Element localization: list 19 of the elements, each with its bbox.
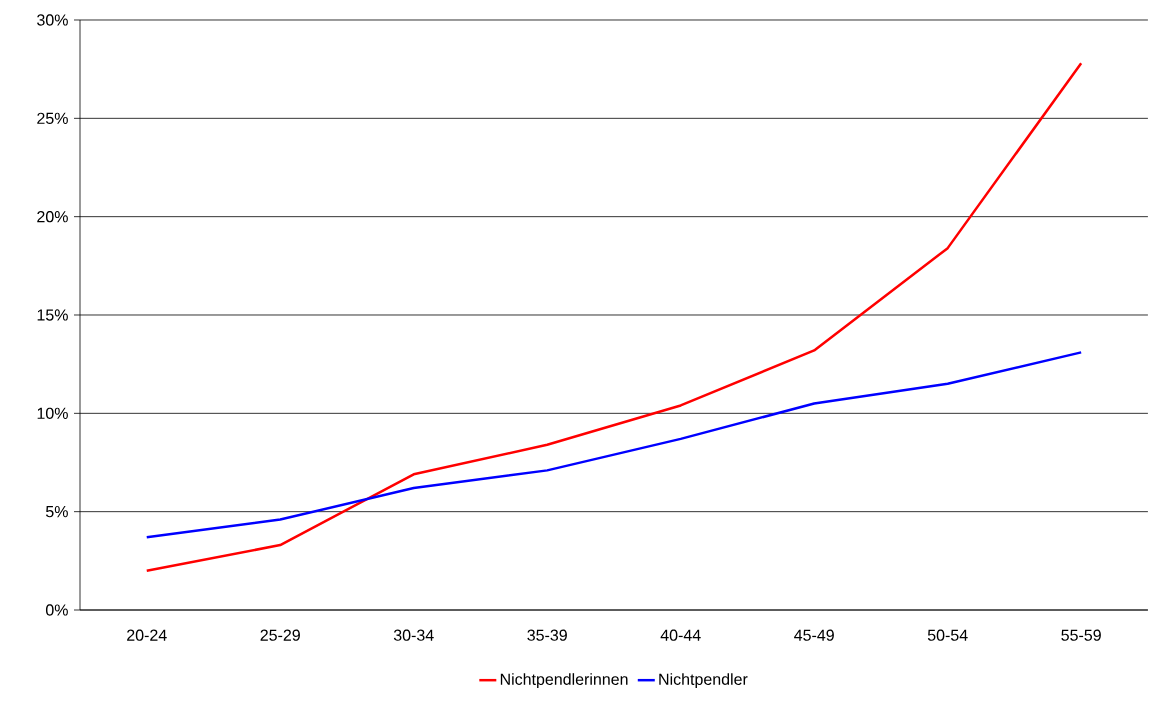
x-tick-label: 50-54 xyxy=(927,629,968,641)
x-tick-label: 45-49 xyxy=(794,629,834,641)
legend-label: Nichtpendlerinnen xyxy=(500,673,628,689)
x-tick-label: 20-24 xyxy=(127,629,167,641)
x-tick-label: 40-44 xyxy=(660,629,701,641)
legend-label: Nichtpendler xyxy=(659,673,748,689)
y-tick-label: 15% xyxy=(37,309,68,321)
y-tick-label: 5% xyxy=(45,506,68,518)
x-tick-label: 25-29 xyxy=(260,629,300,641)
x-tick-label: 30-34 xyxy=(393,629,434,641)
y-tick-label: 25% xyxy=(37,112,68,124)
line-series xyxy=(145,62,1083,572)
y-tick-label: 0% xyxy=(45,604,68,616)
x-tick-label: 35-39 xyxy=(527,629,567,641)
line-series xyxy=(145,351,1083,539)
y-tick-label: 10% xyxy=(37,407,68,419)
y-tick-label: 30% xyxy=(37,14,68,26)
x-tick-label: 55-59 xyxy=(1061,629,1101,641)
y-tick-label: 20% xyxy=(37,211,68,223)
